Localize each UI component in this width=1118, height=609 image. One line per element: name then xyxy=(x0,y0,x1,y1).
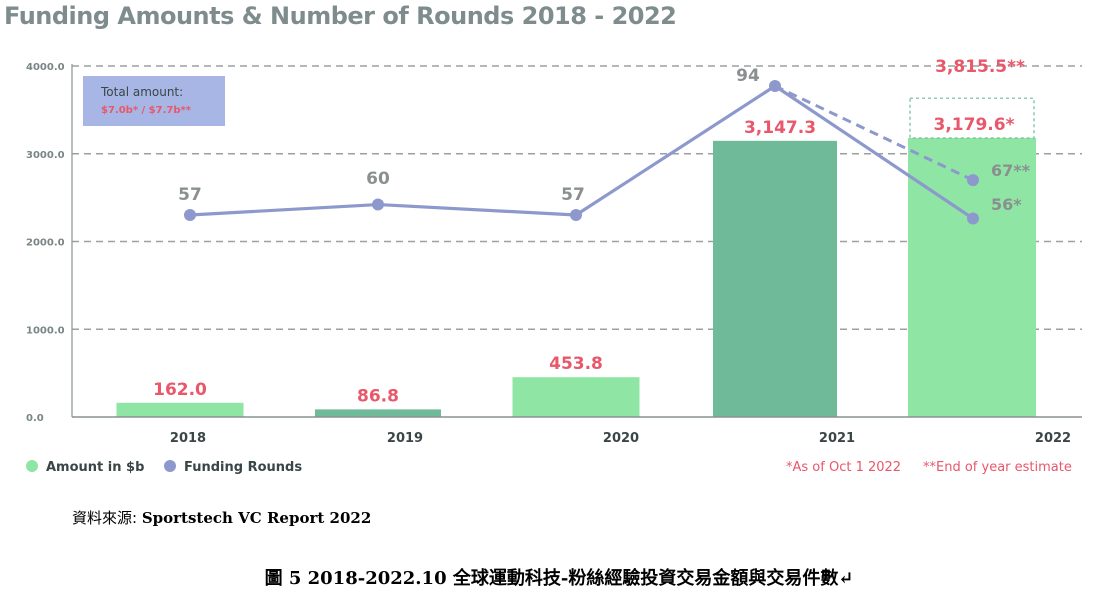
chart: 0.0 1000.0 2000.0 3000.0 4000.0 2018 2019 2020 2… xyxy=(26,57,1082,475)
rounds-point xyxy=(769,80,781,92)
bar-value-label: 453.8 xyxy=(549,354,603,374)
rounds-point xyxy=(372,198,384,211)
rounds-estimate-point xyxy=(967,174,979,187)
rounds-point xyxy=(184,209,196,221)
x-tick-label: 2018 xyxy=(170,431,206,446)
data-labels: 162.0 86.8 453.8 3,147.3 3,179.6* 3,815.5** 57… xyxy=(153,57,1031,406)
x-tick-label: 2021 xyxy=(819,431,855,446)
legend-rounds-swatch xyxy=(164,460,176,472)
rounds-value-label: 56* xyxy=(991,195,1022,214)
y-tick-label: 2000.0 xyxy=(26,238,65,249)
total-amount-box: Total amount: $7.0b* / $7.7b** xyxy=(83,76,225,126)
bar-value-label: 86.8 xyxy=(357,386,399,406)
bar-value-label: 3,179.6* xyxy=(934,115,1015,135)
total-amount-title: Total amount: xyxy=(100,85,183,99)
bar xyxy=(315,409,441,417)
source-line: 資料來源: Sportstech VC Report 2022 xyxy=(72,507,371,528)
estimate-value-label: 3,815.5** xyxy=(935,57,1025,77)
bar xyxy=(713,140,837,417)
legend-amount-label: Amount in $b xyxy=(46,460,144,475)
rounds-estimate-line xyxy=(774,84,974,182)
note-estimate: **End of year estimate xyxy=(923,460,1072,475)
x-tick-label: 2022 xyxy=(1035,431,1071,446)
note-as-of: *As of Oct 1 2022 xyxy=(786,460,901,475)
rounds-point xyxy=(570,209,582,221)
y-tick-label: 3000.0 xyxy=(26,150,65,161)
bar-value-label: 3,147.3 xyxy=(744,118,816,138)
rounds-value-label: 60 xyxy=(366,169,390,189)
estimate-box xyxy=(909,97,1035,139)
legend-rounds-label: Funding Rounds xyxy=(184,460,302,475)
source-label: 資料來源: xyxy=(72,509,142,527)
bar xyxy=(512,377,640,417)
rounds-value-label: 94 xyxy=(736,66,760,86)
legend: Amount in $b Funding Rounds xyxy=(26,460,302,475)
rounds-value-label: 57 xyxy=(561,185,585,205)
y-tick-label: 0.0 xyxy=(26,413,44,424)
bar-value-label: 162.0 xyxy=(153,380,207,400)
total-amount-value: $7.0b* / $7.7b** xyxy=(101,105,192,116)
x-tick-label: 2019 xyxy=(387,431,423,446)
axes: 0.0 1000.0 2000.0 3000.0 4000.0 2018 2019 2020 2… xyxy=(26,62,1082,446)
total-amount-box-bg xyxy=(83,76,225,126)
funding-rounds-line xyxy=(184,80,979,225)
y-tick-label: 4000.0 xyxy=(26,62,65,73)
bars xyxy=(116,97,1036,417)
x-tick-label: 2020 xyxy=(603,431,639,446)
source-value: Sportstech VC Report 2022 xyxy=(141,509,372,527)
figure-caption: 圖 5 2018-2022.10 全球運動科技-粉絲經驗投資交易金額與交易件數↵ xyxy=(264,568,854,589)
rounds-value-label: 57 xyxy=(178,185,202,205)
bar xyxy=(116,402,244,417)
y-tick-label: 1000.0 xyxy=(26,325,65,336)
chart-title: Funding Amounts & Number of Rounds 2018 … xyxy=(4,2,677,30)
rounds-point xyxy=(967,212,979,225)
rounds-estimate-label: 67** xyxy=(991,161,1031,180)
legend-amount-swatch xyxy=(26,460,38,472)
